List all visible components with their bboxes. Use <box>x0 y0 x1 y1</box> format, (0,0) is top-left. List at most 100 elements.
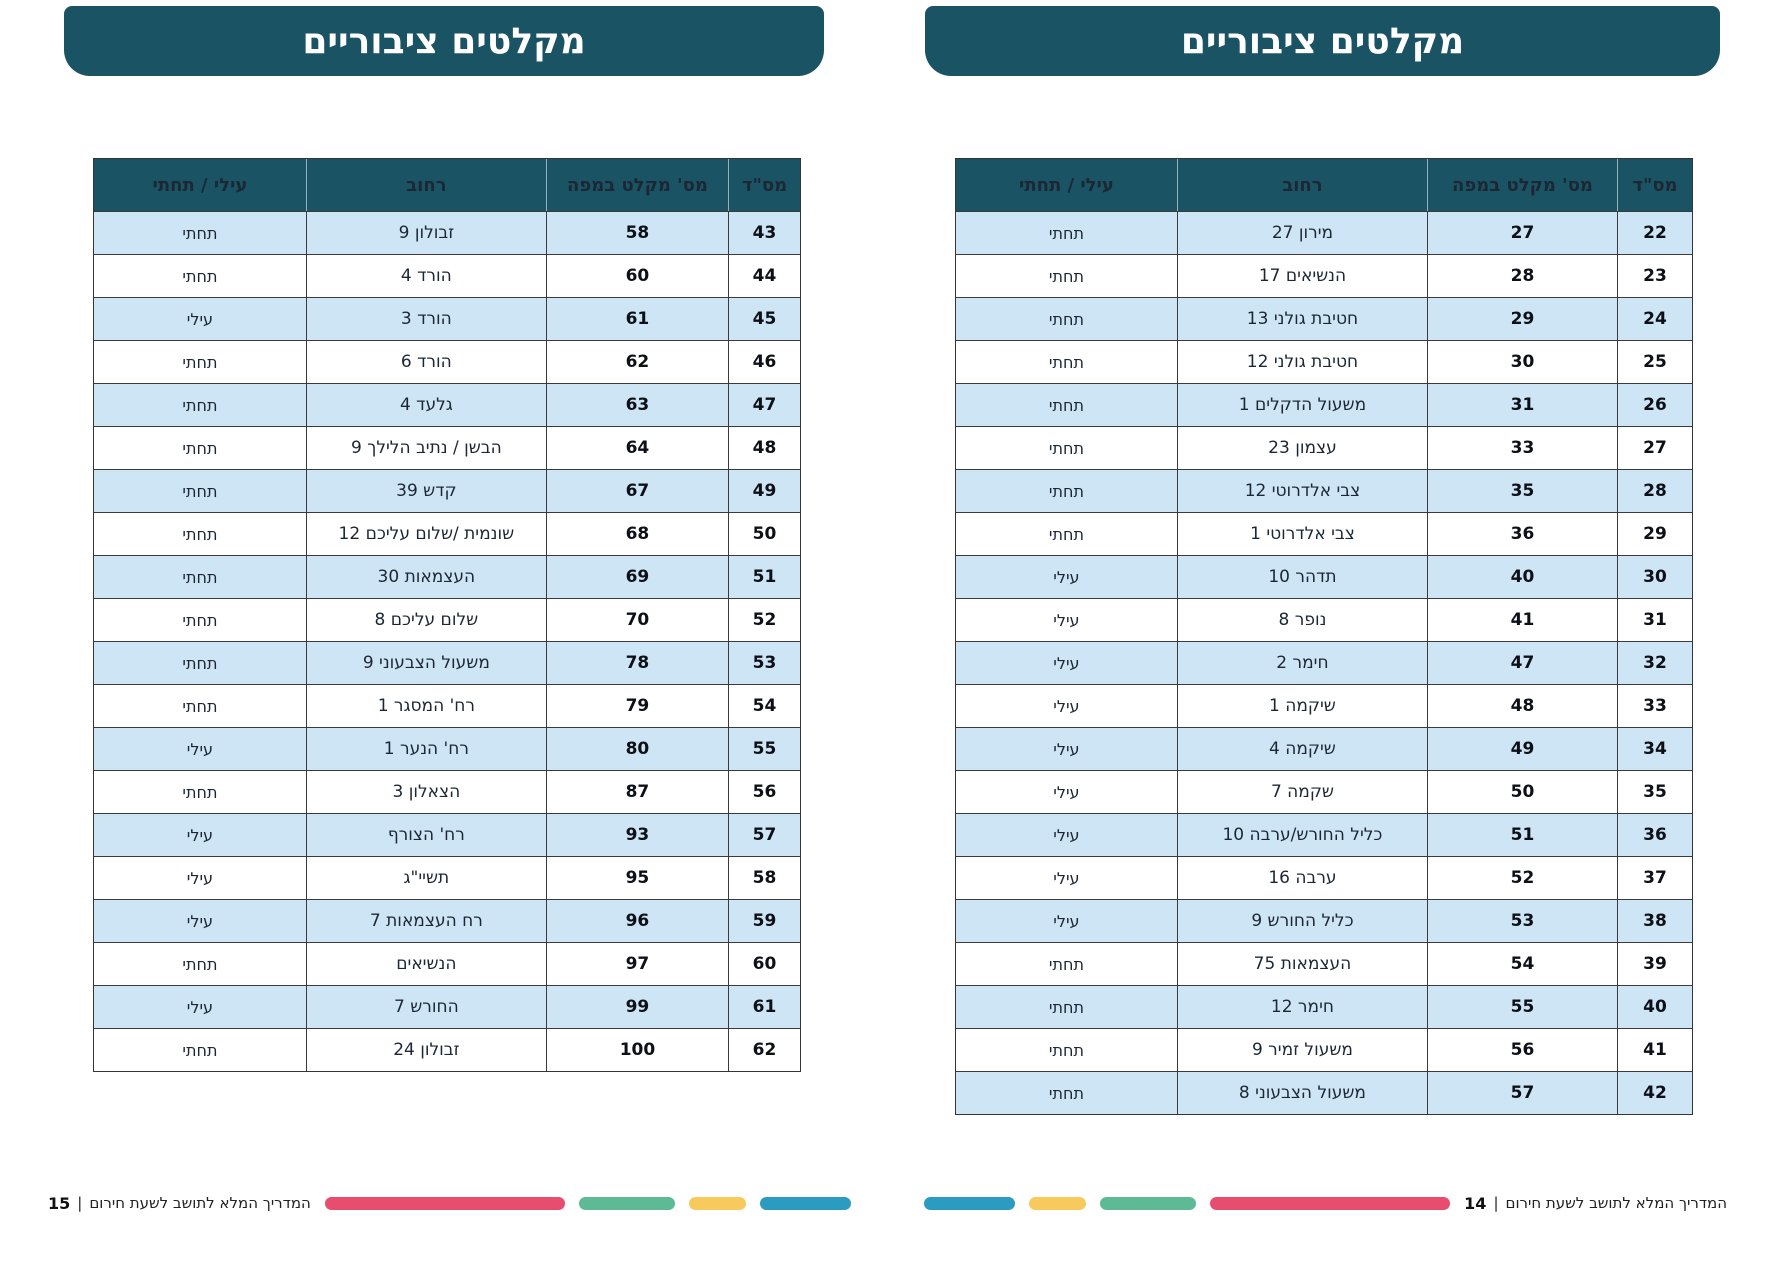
table-row: 34 49 שיקמה 4 עילי <box>956 727 1692 770</box>
cell-street: משעול הצבעוני 9 <box>305 642 546 684</box>
table-row: 29 36 צבי אלדרוטי 1 תחתי <box>956 512 1692 555</box>
table-row: 35 50 שקמה 7 עילי <box>956 770 1692 813</box>
cell-serial: 55 <box>728 728 800 770</box>
footer-bar-pink <box>324 1196 565 1210</box>
cell-level: עילי <box>1053 696 1080 716</box>
cell-serial: 46 <box>728 341 800 383</box>
cell-street: תשיי"ג <box>305 857 546 899</box>
cell-level: תחתי <box>1048 1040 1084 1060</box>
cell-serial: 45 <box>728 298 800 340</box>
table-row: 57 93 רח' הצורף עילי <box>94 813 800 856</box>
cell-serial: 62 <box>728 1029 800 1071</box>
cell-map-number: 56 <box>1427 1029 1617 1071</box>
cell-level: תחתי <box>182 481 218 501</box>
cell-street: צבי אלדרוטי 12 <box>1176 470 1427 512</box>
cell-serial: 58 <box>728 857 800 899</box>
cell-serial: 42 <box>1616 1072 1692 1114</box>
cell-serial: 33 <box>1616 685 1692 727</box>
cell-map-number: 63 <box>545 384 728 426</box>
cell-map-number: 36 <box>1427 513 1617 555</box>
cell-serial: 50 <box>728 513 800 555</box>
table-row: 44 60 הורד 4 תחתי <box>94 254 800 297</box>
cell-level: עילי <box>186 868 214 888</box>
cell-map-number: 41 <box>1427 599 1617 641</box>
cell-street: גלעד 4 <box>305 384 546 426</box>
cell-level: תחתי <box>182 438 218 458</box>
cell-level: תחתי <box>1048 352 1084 372</box>
cell-map-number: 79 <box>545 685 728 727</box>
cell-map-number: 61 <box>545 298 728 340</box>
cell-level: תחתי <box>182 266 218 286</box>
cell-level: תחתי <box>1048 954 1084 974</box>
cell-serial: 30 <box>1616 556 1692 598</box>
cell-level: עילי <box>1053 567 1080 587</box>
cell-serial: 49 <box>728 470 800 512</box>
cell-street: הורד 4 <box>305 255 546 297</box>
cell-level: תחתי <box>182 223 218 243</box>
cell-street: העצמאות 75 <box>1176 943 1427 985</box>
cell-serial: 38 <box>1616 900 1692 942</box>
cell-map-number: 51 <box>1427 814 1617 856</box>
page-title: מקלטים ציבוריים <box>1180 20 1465 62</box>
cell-street: הבשן / נתיב הלילך 9 <box>305 427 546 469</box>
cell-level: תחתי <box>182 352 218 372</box>
column-header-level: עילי / תחתי <box>152 174 248 196</box>
cell-map-number: 28 <box>1427 255 1617 297</box>
cell-map-number: 68 <box>545 513 728 555</box>
cell-street: חטיבת גולני 13 <box>1176 298 1427 340</box>
table-row: 48 64 הבשן / נתיב הלילך 9 תחתי <box>94 426 800 469</box>
cell-street: חימר 2 <box>1176 642 1427 684</box>
cell-map-number: 30 <box>1427 341 1617 383</box>
cell-map-number: 64 <box>545 427 728 469</box>
cell-map-number: 40 <box>1427 556 1617 598</box>
cell-street: שיקמה 4 <box>1176 728 1427 770</box>
cell-street: זבולון 9 <box>305 212 546 254</box>
table-row: 28 35 צבי אלדרוטי 12 תחתי <box>956 469 1692 512</box>
cell-level: עילי <box>186 739 214 759</box>
cell-level: תחתי <box>1048 309 1084 329</box>
cell-street: שקמה 7 <box>1176 771 1427 813</box>
cell-map-number: 54 <box>1427 943 1617 985</box>
cell-map-number: 60 <box>545 255 728 297</box>
cell-serial: 47 <box>728 384 800 426</box>
cell-map-number: 57 <box>1427 1072 1617 1114</box>
cell-serial: 57 <box>728 814 800 856</box>
cell-street: שיקמה 1 <box>1176 685 1427 727</box>
column-header-level: עילי / תחתי <box>1019 174 1114 196</box>
cell-serial: 35 <box>1616 771 1692 813</box>
table-row: 50 68 שונמית /שלום עליכם 12 תחתי <box>94 512 800 555</box>
cell-serial: 61 <box>728 986 800 1028</box>
cell-map-number: 96 <box>545 900 728 942</box>
shelters-table: מס"ד מס' מקלט במפה רחוב עילי / תחתי 22 27… <box>955 158 1693 1115</box>
column-header-serial: מס"ד <box>1616 159 1692 211</box>
cell-map-number: 29 <box>1427 298 1617 340</box>
cell-street: שלום עליכם 8 <box>305 599 546 641</box>
table-body: 43 58 זבולון 9 תחתי 44 60 הורד 4 תחתי 45 61 הורד 3… <box>94 211 800 1071</box>
table-row: 22 27 מירון 27 תחתי <box>956 211 1692 254</box>
footer-bar-blue <box>759 1196 851 1210</box>
cell-serial: 39 <box>1616 943 1692 985</box>
cell-map-number: 35 <box>1427 470 1617 512</box>
table-row: 39 54 העצמאות 75 תחתי <box>956 942 1692 985</box>
cell-map-number: 58 <box>545 212 728 254</box>
table-row: 37 52 ערבה 16 עילי <box>956 856 1692 899</box>
cell-level: עילי <box>1053 782 1080 802</box>
cell-street: החורש 7 <box>305 986 546 1028</box>
table-header-row: מס"ד מס' מקלט במפה רחוב עילי / תחתי <box>94 159 800 211</box>
cell-serial: 60 <box>728 943 800 985</box>
table-row: 49 67 קדש 39 תחתי <box>94 469 800 512</box>
table-row: 26 31 משעול הדקלים 1 תחתי <box>956 383 1692 426</box>
cell-street: עצמון 23 <box>1176 427 1427 469</box>
column-header-map-number: מס' מקלט במפה <box>545 159 728 211</box>
cell-street: קדש 39 <box>305 470 546 512</box>
cell-serial: 53 <box>728 642 800 684</box>
column-header-map-number: מס' מקלט במפה <box>1427 159 1617 211</box>
footer-bar-pink <box>1210 1196 1451 1210</box>
cell-level: עילי <box>1053 610 1080 630</box>
shelters-table: מס"ד מס' מקלט במפה רחוב עילי / תחתי 43 58… <box>93 158 801 1072</box>
cell-street: רח העצמאות 7 <box>305 900 546 942</box>
cell-level: תחתי <box>1048 481 1084 501</box>
table-row: 33 48 שיקמה 1 עילי <box>956 684 1692 727</box>
cell-serial: 25 <box>1616 341 1692 383</box>
cell-street: חטיבת גולני 12 <box>1176 341 1427 383</box>
